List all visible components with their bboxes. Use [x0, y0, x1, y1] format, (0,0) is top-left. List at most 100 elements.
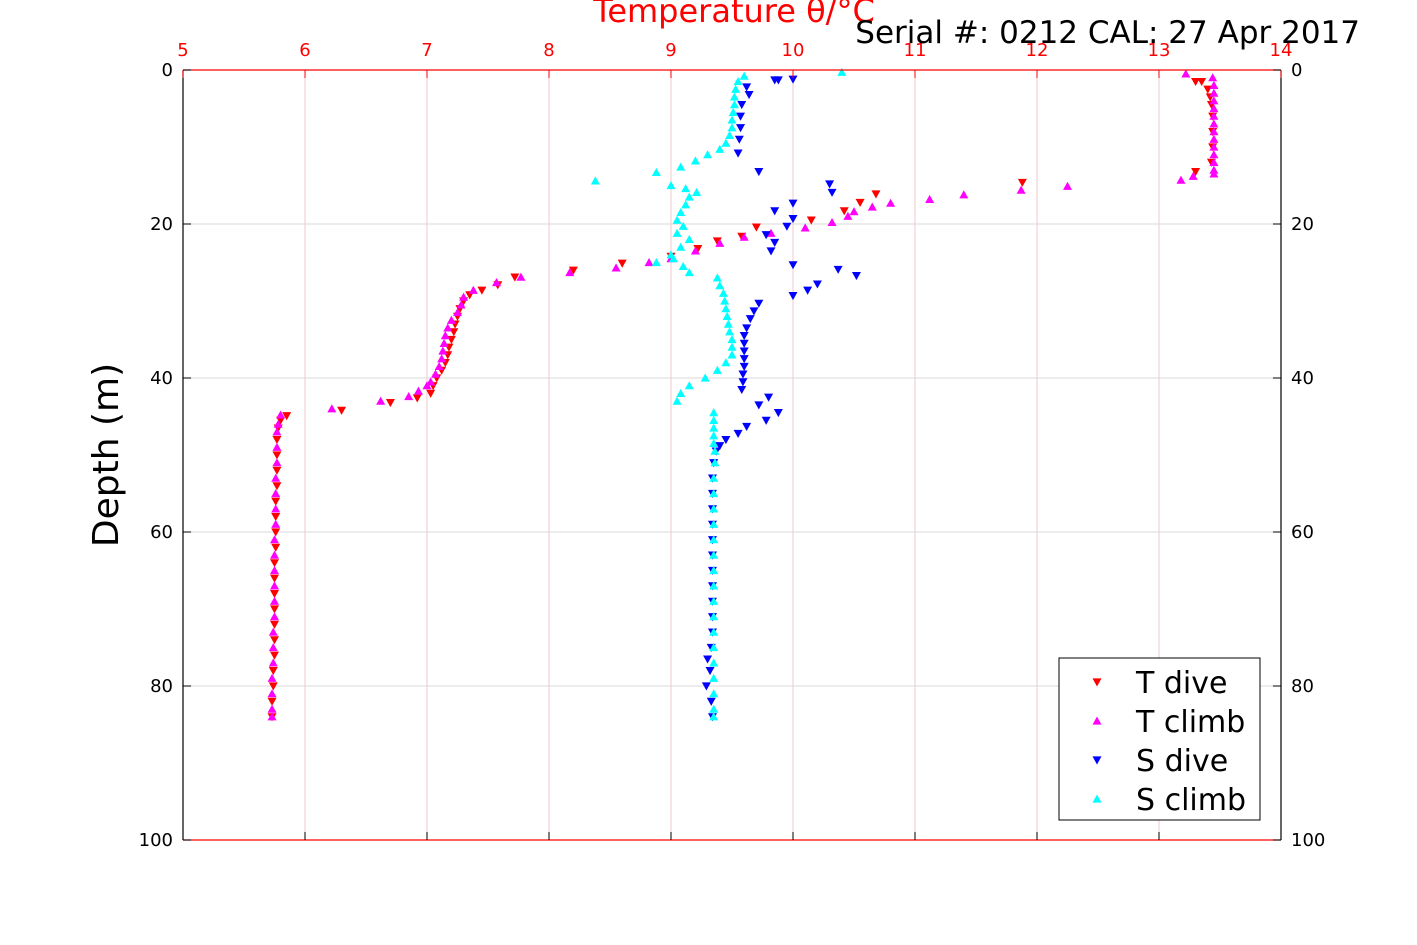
- t-climb-point: [267, 689, 277, 698]
- t-climb-point: [270, 566, 279, 575]
- s-climb-point: [709, 581, 719, 590]
- t-climb-point: [271, 504, 281, 513]
- x-tick-label: 9: [665, 40, 676, 61]
- y-tick-label-right: 80: [1291, 676, 1314, 697]
- t-climb-point: [272, 427, 282, 436]
- t-climb-point: [715, 238, 725, 247]
- t-climb-point: [1209, 142, 1219, 151]
- t-dive-point: [510, 273, 520, 282]
- s-climb-point: [709, 504, 719, 513]
- s-climb-point: [676, 162, 686, 171]
- t-dive-point: [568, 266, 578, 275]
- t-climb-point: [413, 386, 423, 395]
- t-climb-point: [611, 263, 621, 272]
- t-dive-point: [871, 190, 881, 199]
- t-climb-point: [1209, 127, 1219, 136]
- s-dive-point: [733, 149, 743, 158]
- s-climb-point: [727, 350, 737, 359]
- t-dive-point: [267, 697, 277, 706]
- t-dive-point: [412, 394, 422, 403]
- s-dive-point: [754, 299, 764, 308]
- y-tick-label-right: 40: [1291, 368, 1314, 389]
- t-climb-point: [867, 202, 877, 211]
- t-dive-point: [270, 605, 279, 614]
- s-climb-point: [709, 489, 719, 498]
- t-climb-point: [739, 232, 749, 241]
- s-climb-point: [684, 234, 694, 243]
- x-tick-label: 12: [1026, 40, 1049, 61]
- s-climb-point: [678, 261, 688, 270]
- t-dive-point: [270, 620, 279, 629]
- t-climb-point: [1209, 157, 1219, 166]
- s-climb-point: [728, 107, 738, 116]
- t-climb-point: [271, 473, 281, 482]
- s-climb-point: [733, 77, 743, 86]
- t-climb-point: [431, 369, 441, 378]
- s-climb-point: [709, 473, 719, 482]
- s-climb-point: [703, 150, 713, 159]
- t-dive-point: [751, 223, 761, 232]
- t-climb-point: [271, 519, 281, 528]
- t-dive-point: [270, 559, 279, 568]
- t-climb-point: [1209, 88, 1219, 97]
- legend-label-t-dive: T dive: [1135, 666, 1227, 701]
- t-dive-point: [1191, 168, 1201, 177]
- s-dive-point: [715, 442, 725, 451]
- y-tick-label-left: 100: [139, 830, 173, 851]
- t-climb-point: [272, 442, 282, 451]
- t-climb-point: [268, 643, 278, 652]
- s-dive-point: [773, 76, 783, 85]
- s-climb-point: [709, 627, 719, 636]
- t-climb-point: [268, 627, 278, 636]
- t-climb-point: [1016, 185, 1026, 194]
- s-climb-point: [727, 123, 737, 132]
- t-climb-point: [1181, 69, 1191, 78]
- t-dive-point: [1017, 178, 1027, 187]
- s-dive-point: [705, 667, 715, 676]
- t-climb-point: [434, 361, 444, 371]
- s-climb-point: [727, 115, 737, 124]
- t-dive-point: [271, 513, 281, 522]
- s-climb-point: [739, 71, 749, 80]
- t-dive-point: [477, 286, 487, 295]
- s-dive-point: [827, 188, 837, 197]
- t-climb-point: [446, 315, 456, 324]
- s-dive-point: [803, 286, 813, 295]
- s-climb-point: [709, 431, 719, 440]
- data-points: [267, 67, 1219, 722]
- t-climb-point: [1209, 134, 1219, 143]
- x-axis-label: Temperature θ/°C: [592, 0, 875, 30]
- s-dive-point: [744, 91, 754, 100]
- s-climb-point: [715, 144, 725, 153]
- s-dive-point: [737, 385, 747, 395]
- s-dive-point: [825, 180, 835, 189]
- s-dive-point: [770, 238, 780, 247]
- t-climb-point: [267, 712, 277, 721]
- s-dive-point: [764, 393, 774, 402]
- x-tick-label: 5: [177, 40, 188, 61]
- s-climb-point: [731, 84, 741, 93]
- t-climb-point: [267, 673, 277, 682]
- s-climb-point: [672, 228, 682, 237]
- s-dive-point: [733, 429, 743, 438]
- x-tick-label: 11: [904, 40, 927, 61]
- s-dive-point: [788, 215, 798, 224]
- s-dive-point: [773, 409, 783, 418]
- s-climb-point: [651, 258, 661, 267]
- t-climb-point: [273, 419, 283, 428]
- s-dive-point: [833, 265, 843, 274]
- t-dive-point: [271, 543, 281, 552]
- t-climb-point: [456, 300, 466, 309]
- t-dive-point: [1203, 85, 1213, 94]
- y-tick-label-left: 60: [150, 522, 173, 543]
- t-dive-point: [1191, 77, 1201, 87]
- t-climb-point: [437, 354, 447, 363]
- s-climb-point: [709, 673, 719, 682]
- s-climb-point: [722, 311, 732, 320]
- s-climb-point: [590, 176, 600, 185]
- t-climb-point: [766, 228, 776, 237]
- s-climb-point: [709, 566, 719, 575]
- s-climb-point: [718, 288, 728, 297]
- s-climb-point: [700, 373, 710, 382]
